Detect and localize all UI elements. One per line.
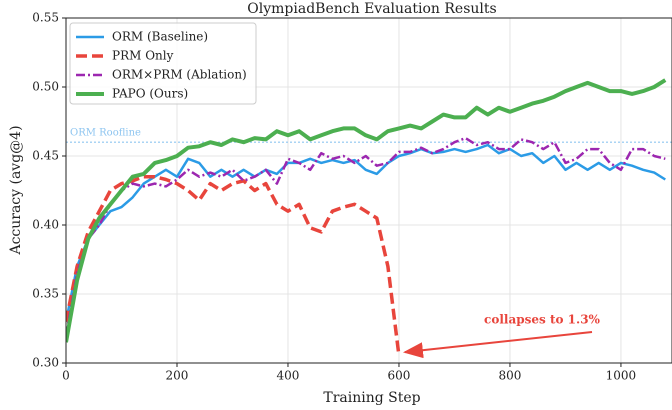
legend-box <box>69 22 257 105</box>
x-tick-label: 1000 <box>606 369 637 383</box>
chart-title: OlympiadBench Evaluation Results <box>247 1 496 17</box>
x-tick-label: 0 <box>62 369 70 383</box>
series-line <box>66 143 666 322</box>
legend-label: ORM (Baseline) <box>112 30 208 44</box>
x-axis-label: Training Step <box>323 390 420 406</box>
legend: ORM (Baseline) PRM Only ORM×PRM (Ablation)… <box>69 22 257 105</box>
annotation-text: collapses to 1.3% <box>484 313 601 327</box>
y-tick-label: 0.35 <box>32 287 59 301</box>
x-tick-label: 200 <box>166 369 189 383</box>
y-tick-label: 0.30 <box>32 356 59 370</box>
y-tick-label: 0.55 <box>32 11 59 25</box>
plot-area <box>66 78 667 357</box>
y-tick-label: 0.45 <box>32 149 59 163</box>
annotation-arrow <box>402 331 593 359</box>
x-tick-label: 400 <box>277 369 300 383</box>
reference-label: ORM Roofline <box>70 128 141 139</box>
x-tick-label: 600 <box>388 369 411 383</box>
series-line <box>66 136 666 336</box>
legend-label: ORM×PRM (Ablation) <box>112 68 247 82</box>
x-tick-label: 800 <box>499 369 522 383</box>
legend-label: PAPO (Ours) <box>112 87 188 101</box>
y-axis-label: Accuracy (avg@4) <box>8 125 24 255</box>
series-line <box>66 174 401 357</box>
plot-frame <box>65 17 672 364</box>
legend-label: PRM Only <box>112 49 174 63</box>
y-tick-label: 0.50 <box>32 80 59 94</box>
y-tick-label: 0.40 <box>32 218 59 232</box>
series-line <box>66 78 667 343</box>
